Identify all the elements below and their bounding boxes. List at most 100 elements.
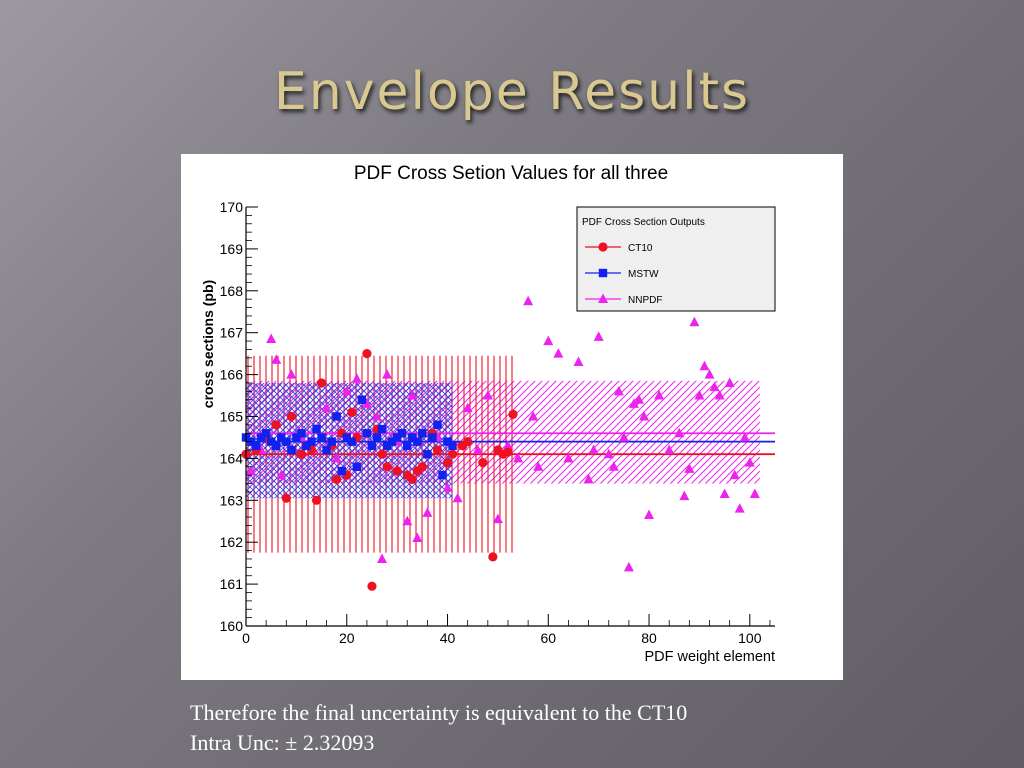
chart-title: PDF Cross Setion Values for all three [354, 163, 668, 184]
nnpdf-point [623, 561, 634, 572]
y-tick-label: 164 [220, 450, 244, 466]
mstw-point [282, 437, 291, 446]
nnpdf-point [286, 369, 297, 379]
nnpdf-point [513, 452, 524, 463]
mstw-point [438, 470, 447, 480]
nnpdf-point [452, 492, 463, 503]
mstw-point [342, 433, 351, 442]
nnpdf-point [331, 452, 342, 463]
y-tick-label: 160 [220, 618, 244, 634]
mstw-point [297, 429, 306, 438]
mstw-point [327, 437, 336, 446]
nnpdf-point [593, 331, 604, 341]
nnpdf-point [699, 360, 710, 371]
nnpdf-point [462, 402, 473, 413]
nnpdf-point [553, 348, 564, 358]
ct10-legend-marker [598, 242, 608, 252]
nnpdf-point [628, 398, 639, 408]
ct10-point [377, 449, 387, 459]
mstw-point [272, 441, 281, 451]
ct10-point [508, 409, 518, 420]
nnpdf-point [613, 385, 624, 396]
y-tick-label: 161 [220, 576, 244, 592]
mstw-point [382, 441, 392, 451]
nnpdf-point [603, 448, 614, 459]
mstw-point [347, 437, 356, 446]
x-tick-label: 40 [440, 630, 456, 646]
x-tick-label: 100 [738, 630, 762, 646]
nnpdf-point [402, 515, 413, 526]
nnpdf-point [276, 469, 287, 480]
y-axis-label: cross sections (pb) [200, 280, 216, 408]
mstw-point [292, 433, 301, 442]
mstw-point [443, 437, 452, 446]
mstw-point [266, 437, 276, 446]
nnpdf-point [528, 411, 539, 421]
nnpdf-point [351, 373, 362, 383]
caption-line-1: Therefore the final uncertainty is equiv… [190, 700, 688, 725]
ct10-point [447, 449, 458, 459]
mstw-point [352, 462, 362, 471]
y-tick-label: 166 [220, 367, 244, 383]
nnpdf-point [734, 503, 745, 513]
nnpdf-point [583, 473, 594, 484]
ct10-point [296, 449, 307, 459]
nnpdf-point [664, 444, 675, 455]
y-tick-label: 169 [220, 241, 244, 257]
legend-entries: CT10 MSTW NNPDF [585, 242, 662, 306]
nnpdf-point [744, 457, 755, 467]
data-points [241, 295, 760, 591]
mstw-point [332, 412, 341, 421]
cross-section-chart: PDF Cross Setion Values for all three 16… [200, 163, 776, 665]
ct10-point [442, 457, 453, 468]
nnpdf-point [361, 398, 372, 408]
ct10-point [271, 420, 281, 430]
mstw-point [377, 424, 387, 434]
nnpdf-point [382, 369, 393, 379]
nnpdf-point [724, 377, 735, 387]
chart-panel: PDF Cross Setion Values for all three 16… [181, 154, 843, 680]
mstw-point [307, 437, 316, 446]
nnpdf-point [704, 369, 715, 379]
ct10-point [417, 462, 427, 472]
legend-title: PDF Cross Section Outputs [582, 217, 705, 228]
mstw-point [337, 466, 346, 476]
ct10-point [367, 581, 377, 591]
x-tick-label: 60 [540, 630, 556, 646]
ct10-point [432, 445, 443, 455]
mstw-point [403, 441, 412, 451]
x-axis-label: PDF weight element [644, 649, 775, 665]
mstw-point [392, 433, 402, 442]
nnpdf-legend-label: NNPDF [628, 295, 662, 306]
x-tick-label: 0 [242, 630, 250, 646]
ct10-point [347, 407, 357, 417]
ct10-point [362, 349, 372, 359]
nnpdf-point [618, 431, 629, 442]
mstw-point [251, 441, 261, 451]
caption: Therefore the final uncertainty is equiv… [190, 698, 687, 758]
nnpdf-point [246, 465, 257, 475]
nnpdf-point [442, 482, 453, 492]
ct10-point [407, 474, 417, 484]
mstw-point [408, 433, 417, 442]
mstw-point [372, 433, 382, 442]
mstw-point [418, 429, 427, 438]
mstw-point [423, 450, 432, 459]
nnpdf-point [482, 390, 493, 400]
nnpdf-point [321, 402, 332, 413]
ct10-point [488, 552, 498, 562]
ct10-point [281, 493, 291, 503]
mstw-point [302, 441, 311, 451]
nnpdf-point [679, 490, 690, 501]
mstw-point [312, 424, 321, 434]
mstw-point [428, 433, 437, 442]
nnpdf-point [674, 427, 685, 438]
x-tick-label: 20 [339, 630, 355, 646]
ct10-point [392, 466, 402, 476]
nnpdf-point [341, 385, 352, 396]
ct10-point [478, 457, 488, 468]
nnpdf-point [407, 390, 418, 400]
nnpdf-point [523, 295, 534, 306]
mstw-point [387, 437, 397, 446]
nnpdf-point [371, 411, 382, 421]
